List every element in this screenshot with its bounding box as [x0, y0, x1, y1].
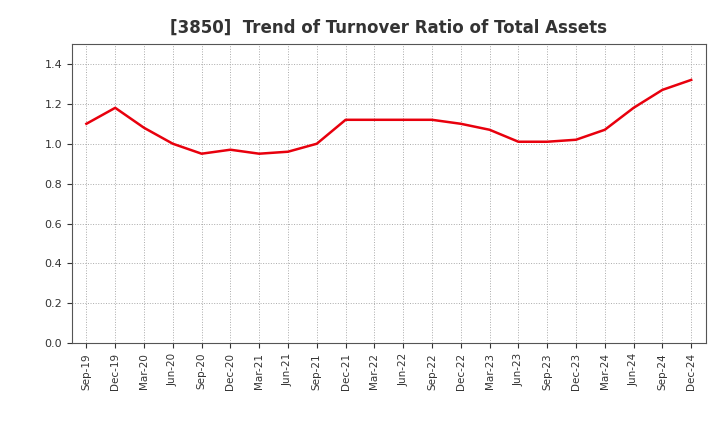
Title: [3850]  Trend of Turnover Ratio of Total Assets: [3850] Trend of Turnover Ratio of Total …: [171, 19, 607, 37]
